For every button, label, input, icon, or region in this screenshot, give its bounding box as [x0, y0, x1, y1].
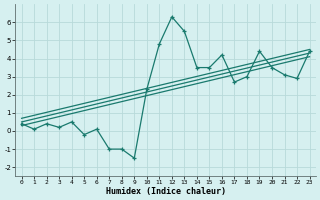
X-axis label: Humidex (Indice chaleur): Humidex (Indice chaleur) — [106, 187, 226, 196]
